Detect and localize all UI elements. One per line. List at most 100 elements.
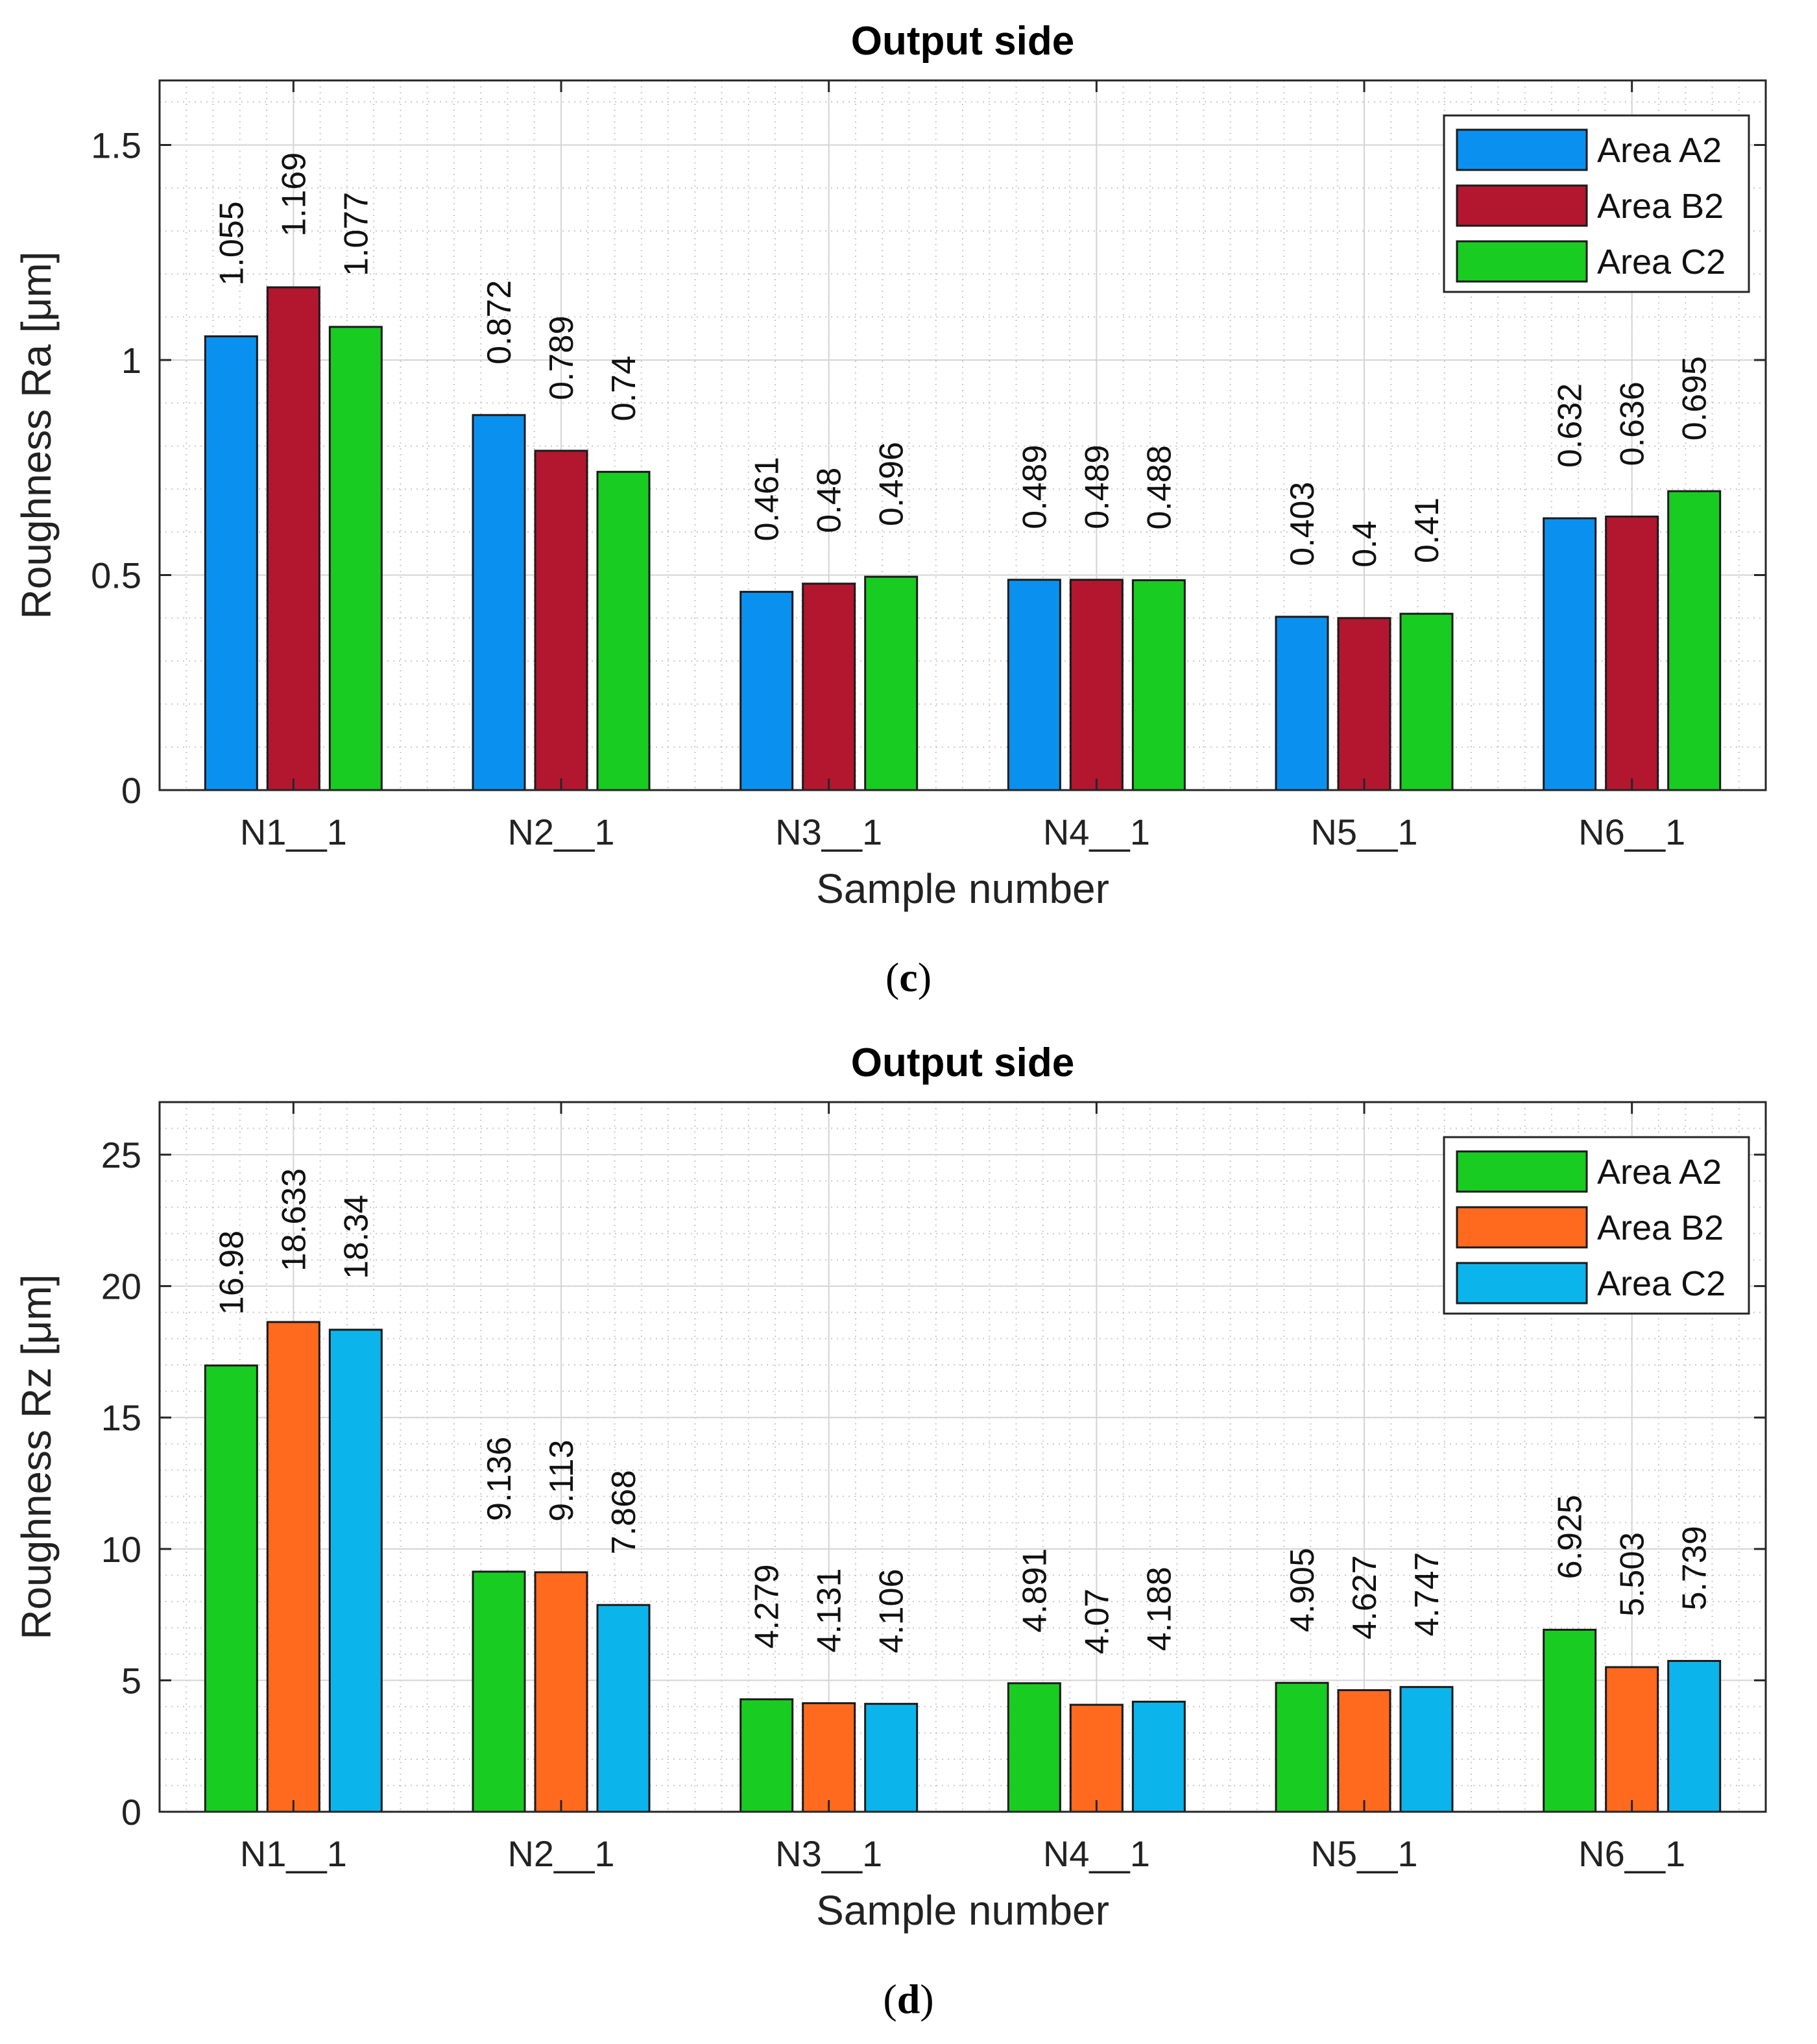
data-label: 0.74 xyxy=(605,355,643,421)
chart-d-svg: 16.98 9.136 4.279 4.891 4.905 6.925 18.633 9.11… xyxy=(13,1040,1767,1934)
y-tick-label: 1 xyxy=(121,340,141,381)
bar-area-b2-n2__1 xyxy=(534,1571,588,1813)
data-label: 5.503 xyxy=(1614,1532,1652,1617)
bar-area-a2-n2__1 xyxy=(472,1570,526,1813)
x-tick-label: N1__1 xyxy=(240,1833,347,1874)
x-tick-label: N3__1 xyxy=(775,1833,882,1874)
y-tick-label: 5 xyxy=(121,1660,141,1701)
x-tick-label: N4__1 xyxy=(1043,812,1150,852)
data-label: 0.4 xyxy=(1346,520,1384,567)
data-label: 0.403 xyxy=(1284,482,1321,566)
bar-area-b2-n1__1 xyxy=(266,1321,320,1813)
x-axis-label: Sample number xyxy=(816,865,1109,912)
legend-swatch-area-b2 xyxy=(1456,184,1588,227)
data-label: 1.077 xyxy=(337,192,375,276)
y-tick-label: 0 xyxy=(121,770,141,811)
data-label: 9.113 xyxy=(543,1439,581,1521)
data-label: 4.279 xyxy=(749,1564,786,1648)
data-label: 9.136 xyxy=(481,1437,518,1521)
x-axis-label: Sample number xyxy=(816,1887,1109,1934)
data-label: 0.872 xyxy=(481,280,518,365)
legend-entry-area-c2: Area C2 xyxy=(1597,1264,1726,1303)
bar-area-c2-n3__1 xyxy=(864,1703,919,1813)
figure-panel-c: 1.055 0.872 0.461 0.489 0.403 0.632 1.169 0.789… xyxy=(13,19,1767,1000)
data-label: 0.789 xyxy=(543,316,581,400)
legend-entry-area-c2: Area C2 xyxy=(1597,243,1726,282)
bar-area-c2-n5__1 xyxy=(1399,612,1454,791)
legend-entry-area-a2: Area A2 xyxy=(1597,1153,1722,1192)
x-tick-label: N2__1 xyxy=(507,812,614,852)
bar-area-b2-n5__1 xyxy=(1337,617,1391,791)
bar-area-b2-n3__1 xyxy=(802,583,856,791)
y-axis-label: Roughness Ra [μm] xyxy=(13,252,60,619)
legend-swatch-area-c2 xyxy=(1456,1262,1588,1305)
data-label: 1.055 xyxy=(213,201,250,285)
bar-area-b2-n3__1 xyxy=(802,1702,856,1813)
bar-area-b2-n6__1 xyxy=(1605,1666,1659,1813)
data-label: 0.489 xyxy=(1016,445,1053,529)
data-label: 4.131 xyxy=(811,1568,848,1652)
bar-area-b2-n2__1 xyxy=(534,450,588,791)
bar-area-b2-n6__1 xyxy=(1605,515,1659,791)
panel-label-c: (c) xyxy=(885,954,932,1000)
data-label: 4.891 xyxy=(1016,1548,1053,1633)
y-tick-label: 0.5 xyxy=(91,555,141,595)
data-label: 5.739 xyxy=(1676,1526,1714,1610)
data-label: 0.632 xyxy=(1552,383,1589,468)
legend: Area A2 Area B2 Area C2 xyxy=(1443,114,1750,293)
y-tick-label: 1.5 xyxy=(91,125,141,165)
y-tick-label: 10 xyxy=(101,1529,141,1570)
data-labels: 16.98 9.136 4.279 4.891 4.905 6.925 18.633 9.11… xyxy=(213,1168,1713,1654)
data-label: 0.496 xyxy=(873,442,911,526)
bar-area-c2-n3__1 xyxy=(864,575,919,791)
bar-area-c2-n6__1 xyxy=(1667,1659,1722,1813)
x-tick-label: N6__1 xyxy=(1578,812,1685,852)
bar-area-a2-n6__1 xyxy=(1543,1628,1597,1813)
bar-area-b2-n4__1 xyxy=(1069,579,1124,791)
data-label: 4.905 xyxy=(1284,1548,1321,1632)
legend-swatch-area-a2 xyxy=(1456,128,1588,171)
data-label: 0.461 xyxy=(749,457,786,541)
y-tick-label: 0 xyxy=(121,1792,141,1833)
legend-entry-area-b2: Area B2 xyxy=(1597,1208,1724,1247)
bar-area-c2-n2__1 xyxy=(596,1604,651,1813)
data-label: 0.636 xyxy=(1614,381,1652,466)
bar-area-a2-n6__1 xyxy=(1543,517,1597,791)
bars xyxy=(204,1321,1722,1813)
chart-title: Output side xyxy=(851,1040,1074,1085)
legend-swatch-area-b2 xyxy=(1456,1206,1588,1249)
figure-panel-d: 16.98 9.136 4.279 4.891 4.905 6.925 18.633 9.11… xyxy=(0,1022,1817,2044)
bar-area-a2-n5__1 xyxy=(1275,1681,1329,1813)
bar-area-a2-n2__1 xyxy=(472,414,526,791)
bars xyxy=(204,286,1722,791)
bar-area-c2-n5__1 xyxy=(1399,1686,1454,1813)
x-tick-label: N5__1 xyxy=(1310,812,1417,852)
x-tick-label: N1__1 xyxy=(240,812,347,852)
bar-area-a2-n5__1 xyxy=(1275,616,1329,791)
data-label: 0.489 xyxy=(1078,445,1116,529)
panel-label-c-letter: c xyxy=(899,954,918,1000)
data-label: 0.695 xyxy=(1676,356,1714,440)
data-label: 18.633 xyxy=(275,1168,313,1271)
y-tick-label: 25 xyxy=(101,1135,141,1175)
bar-area-a2-n4__1 xyxy=(1007,1682,1061,1813)
panel-label-d: (d) xyxy=(883,1976,934,2022)
y-axis-label: Roughness Rz [μm] xyxy=(13,1274,60,1639)
bar-area-c2-n6__1 xyxy=(1667,490,1722,791)
bar-area-c2-n4__1 xyxy=(1131,579,1186,791)
legend: Area A2 Area B2 Area C2 xyxy=(1443,1136,1750,1315)
bar-area-c2-n4__1 xyxy=(1131,1700,1186,1813)
data-label: 4.188 xyxy=(1140,1567,1178,1651)
bar-area-a2-n1__1 xyxy=(204,335,258,791)
data-label: 6.925 xyxy=(1552,1495,1589,1579)
data-label: 4.106 xyxy=(873,1569,911,1653)
axes-box xyxy=(158,1101,1767,1813)
chart-c-svg: 1.055 0.872 0.461 0.489 0.403 0.632 1.169 0.789… xyxy=(13,19,1767,912)
bar-area-a2-n3__1 xyxy=(740,1698,794,1813)
bar-area-a2-n1__1 xyxy=(204,1364,258,1813)
data-label: 4.627 xyxy=(1346,1555,1384,1639)
bar-area-c2-n1__1 xyxy=(328,326,383,791)
data-label: 4.747 xyxy=(1408,1552,1446,1637)
bar-area-a2-n3__1 xyxy=(740,590,794,791)
x-tick-label: N6__1 xyxy=(1578,1833,1685,1874)
